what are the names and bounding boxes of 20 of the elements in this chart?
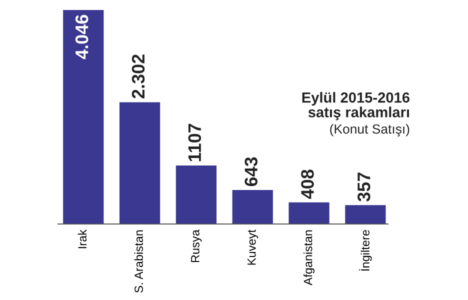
x-tick-label: Rusya <box>191 230 202 262</box>
data-label: 2.302 <box>132 54 145 98</box>
bar <box>119 102 160 224</box>
bar <box>176 165 217 224</box>
x-tick-label: Irak <box>78 230 87 248</box>
bar <box>288 202 330 224</box>
data-label: 357 <box>357 172 370 202</box>
data-label: 643 <box>244 157 258 186</box>
data-label: 1107 <box>188 124 202 162</box>
bar <box>345 205 386 224</box>
data-label: 4.046 <box>75 14 88 60</box>
x-tick-label: Afganistan <box>304 230 315 286</box>
x-tick-label: İngiltere <box>359 230 372 270</box>
bar <box>63 10 104 224</box>
text: (Konut Satışı) <box>330 124 410 136</box>
bar <box>232 190 273 224</box>
x-tick-label: S. Arabistan <box>134 230 143 293</box>
x-tick-label: Kuveyt <box>248 230 258 265</box>
data-label: 408 <box>301 170 314 199</box>
text: Eylül 2015-2016 satış rakamları <box>302 92 410 120</box>
